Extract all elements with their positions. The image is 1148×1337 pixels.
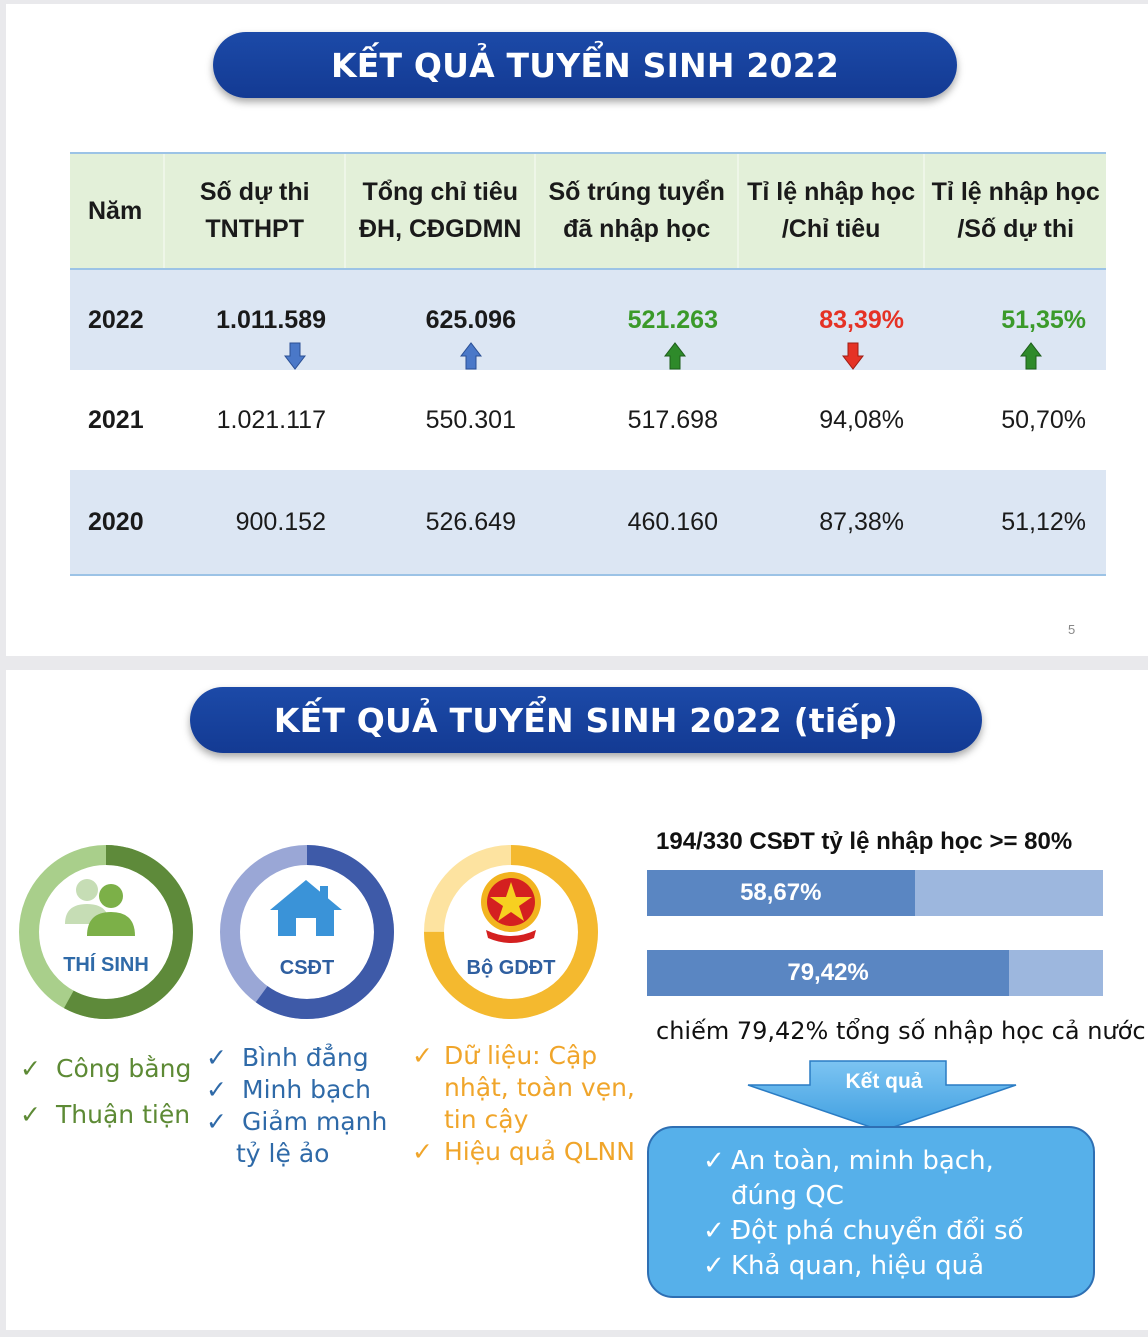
check-icon: ✓ xyxy=(412,1137,433,1166)
header-quota: Tổng chỉ tiêu ĐH, CĐGDMN xyxy=(346,154,537,268)
check-icon: ✓ xyxy=(703,1146,725,1176)
check-icon: ✓ xyxy=(703,1251,725,1281)
table-row: 2020 900.152 526.649 460.160 87,38% 51,1… xyxy=(70,470,1106,576)
value-cell: 526.649 xyxy=(425,507,516,536)
list-item: ✓ Thuận tiện xyxy=(20,1092,191,1138)
value-cell: 1.011.589 xyxy=(166,306,346,370)
value-cell: 83,39% xyxy=(738,306,924,370)
year-cell: 2021 xyxy=(88,405,144,434)
list-item: nhật, toàn vẹn, xyxy=(444,1073,635,1102)
list-item: ✓ Công bằng xyxy=(20,1046,191,1092)
value-cell: 625.096 xyxy=(346,306,536,369)
value-cell: 50,70% xyxy=(1001,405,1086,434)
slide-1: KẾT QUẢ TUYỂN SINH 2022 Năm Số dự thi TNT… xyxy=(6,4,1148,656)
list-item: ✓ Dữ liệu: Cập xyxy=(412,1041,598,1070)
ring-ministry xyxy=(424,845,598,1019)
ministry-benefits: ✓ Dữ liệu: Cập nhật, toàn vẹn, tin cậy ✓ H… xyxy=(412,1040,635,1168)
value-cell: 517.698 xyxy=(627,405,718,434)
institutions-benefits: ✓ Bình đẳng ✓ Minh bạch ✓ Giảm mạnh tỷ lệ ả… xyxy=(206,1042,387,1170)
check-icon: ✓ xyxy=(20,1100,41,1129)
value-cell: 521.263 xyxy=(536,306,738,369)
emblem-icon xyxy=(481,872,541,943)
list-item: tin cậy xyxy=(444,1105,529,1134)
arrow-up-icon xyxy=(460,341,482,369)
value-cell: 900.152 xyxy=(235,507,326,536)
arrow-up-icon xyxy=(664,341,686,369)
value-cell: 1.021.117 xyxy=(216,405,326,434)
slide-2: KẾT QUẢ TUYỂN SINH 2022 (tiếp) THÍ SINH … xyxy=(6,670,1148,1330)
value-cell: 51,35% xyxy=(924,306,1106,369)
result-list: ✓ An toàn, minh bạch, đúng QC ✓ Đột phá ch… xyxy=(703,1144,1023,1284)
value-cell: 51,12% xyxy=(1001,507,1086,536)
value-cell: 87,38% xyxy=(819,507,904,536)
stat-title: 194/330 CSĐT tỷ lệ nhập học >= 80% xyxy=(656,828,1073,855)
list-item: ✓ Giảm mạnh xyxy=(206,1107,388,1136)
slide-title: KẾT QUẢ TUYỂN SINH 2022 xyxy=(213,32,957,98)
list-item: ✓ Đột phá chuyển đổi số xyxy=(703,1214,1023,1249)
slide-title: KẾT QUẢ TUYỂN SINH 2022 (tiếp) xyxy=(190,687,982,753)
ring-label: THÍ SINH xyxy=(63,954,149,976)
progress-fill: 58,67% xyxy=(647,870,915,916)
ring-arc xyxy=(424,845,598,1019)
result-arrow-icon xyxy=(747,1060,1017,1132)
header-rate-candidates: Tỉ lệ nhập học/Số dự thi xyxy=(931,178,1100,243)
page-number: 5 xyxy=(1068,622,1076,637)
enrollment-table: Năm Số dự thi TNTHPT Tổng chỉ tiêu ĐH, CĐG… xyxy=(70,152,1106,576)
list-item: tỷ lệ ảo xyxy=(236,1139,330,1168)
result-label: Kết quả xyxy=(845,1070,923,1093)
header-admitted: Số trúng tuyển đã nhập học xyxy=(536,154,739,268)
progress-bar: 79,42% xyxy=(647,950,1103,996)
list-item: ✓ Minh bạch xyxy=(206,1075,371,1104)
check-icon: ✓ xyxy=(412,1041,433,1070)
candidates-benefits: ✓ Công bằng ✓ Thuận tiện xyxy=(20,1046,191,1138)
list-item: ✓ An toàn, minh bạch, xyxy=(703,1144,1023,1179)
table-row: 2022 1.011.589 625.096 521.263 83,39% 51… xyxy=(70,270,1106,370)
header-year: Năm xyxy=(70,154,166,268)
ring-label: CSĐT xyxy=(279,957,335,979)
people-icon xyxy=(65,879,135,936)
value-cell: 460.160 xyxy=(627,507,718,536)
arrow-down-icon xyxy=(842,342,864,370)
table-row: 2021 1.021.117 550.301 517.698 94,08% 50… xyxy=(70,370,1106,470)
check-icon: ✓ xyxy=(20,1054,41,1083)
ring-candidates xyxy=(19,845,193,1019)
list-item: ✓ Khả quan, hiệu quả xyxy=(703,1249,1023,1284)
check-icon: ✓ xyxy=(703,1216,725,1246)
check-icon: ✓ xyxy=(206,1107,227,1136)
ring-arc xyxy=(19,845,193,1019)
header-candidates: Số dự thi TNTHPT xyxy=(165,154,346,268)
check-icon: ✓ xyxy=(206,1043,227,1072)
ring-arc xyxy=(220,845,394,1019)
value-cell: 550.301 xyxy=(425,405,516,434)
header-rate-quota: Tỉ lệ nhập học/Chỉ tiêu xyxy=(739,154,926,268)
progress-bar: 58,67% xyxy=(647,870,1103,916)
result-box: ✓ An toàn, minh bạch, đúng QC ✓ Đột phá ch… xyxy=(647,1126,1095,1298)
check-icon: ✓ xyxy=(206,1075,227,1104)
arrow-down-icon xyxy=(284,342,306,370)
share-note: chiếm 79,42% tổng số nhập học cả nước xyxy=(656,1017,1146,1045)
progress-fill: 79,42% xyxy=(647,950,1010,996)
year-cell: 2022 xyxy=(88,305,144,334)
table-header: Năm Số dự thi TNTHPT Tổng chỉ tiêu ĐH, CĐG… xyxy=(70,152,1106,270)
list-item: ✓ Bình đẳng xyxy=(206,1043,369,1072)
list-item: ✓ Hiệu quả QLNN xyxy=(412,1137,635,1166)
arrow-up-icon xyxy=(1020,341,1042,369)
ring-institutions xyxy=(220,845,394,1019)
list-item: đúng QC xyxy=(731,1181,844,1211)
ring-label: Bộ GDĐT xyxy=(466,957,556,979)
value-cell: 94,08% xyxy=(819,405,904,434)
year-cell: 2020 xyxy=(88,507,144,536)
house-icon xyxy=(270,880,342,936)
